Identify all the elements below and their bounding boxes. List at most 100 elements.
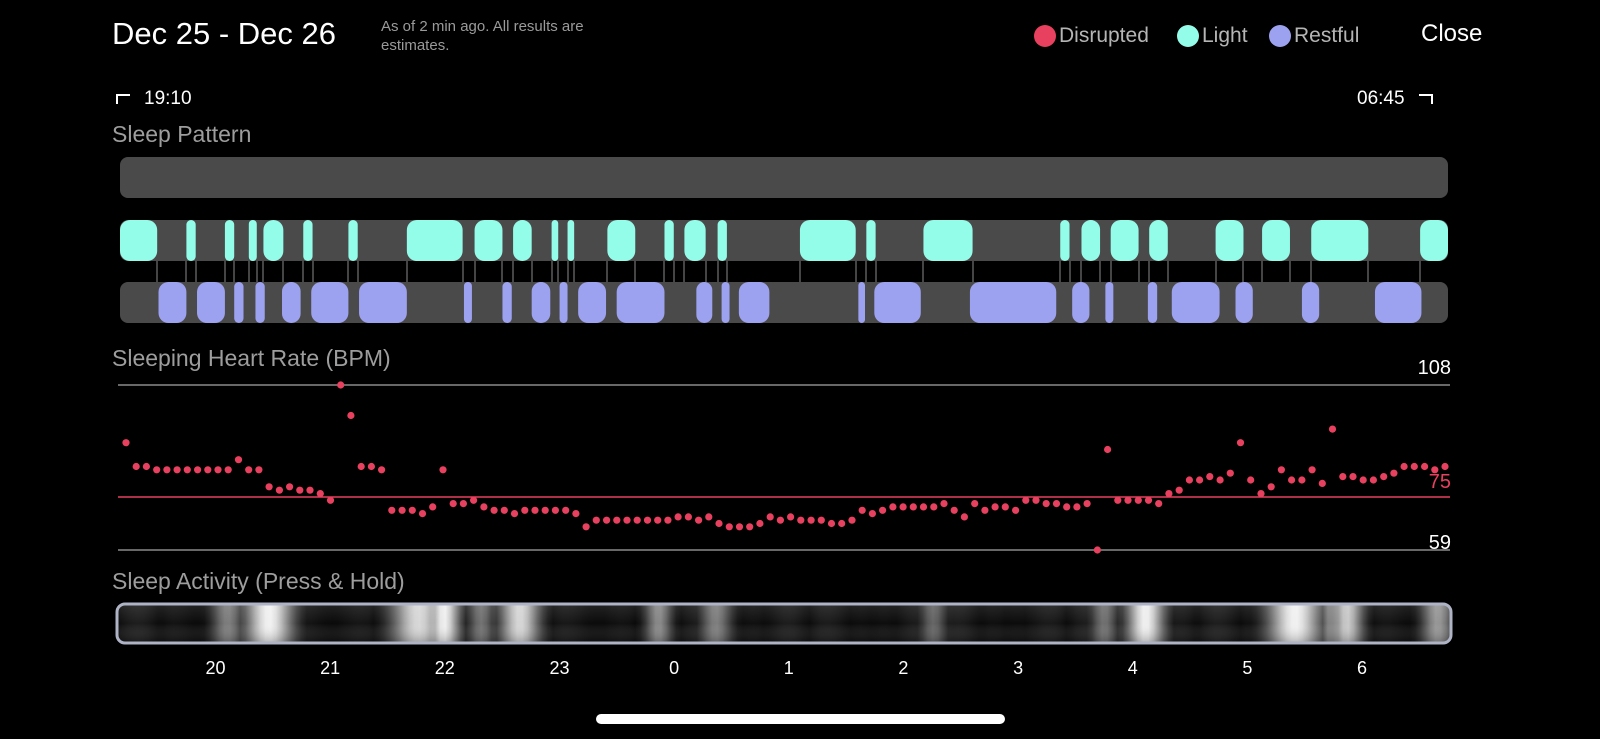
heart-rate-point <box>1298 476 1306 484</box>
heart-rate-point <box>367 462 375 471</box>
heart-rate-point <box>1257 490 1265 498</box>
light-segment <box>1420 220 1448 261</box>
heart-rate-point <box>1155 500 1163 508</box>
heart-rate-point <box>930 503 938 511</box>
heart-rate-point <box>725 523 733 531</box>
restful-segment <box>858 282 866 323</box>
heart-rate-point <box>1083 500 1091 508</box>
light-segment <box>1215 220 1244 261</box>
light-segment <box>303 220 313 261</box>
end-bracket-icon <box>1418 93 1433 104</box>
heart-rate-point <box>695 516 703 524</box>
heart-rate-point <box>1421 462 1429 471</box>
heart-rate-point <box>1012 506 1020 514</box>
heart-rate-point <box>490 506 498 514</box>
restful-segment <box>197 282 225 323</box>
restful-segment <box>874 282 921 323</box>
heart-rate-point <box>521 506 529 514</box>
heart-rate-point <box>173 466 181 474</box>
restful-segment <box>502 282 512 323</box>
heart-rate-point <box>613 516 621 524</box>
x-tick-label: 4 <box>1128 658 1138 678</box>
x-tick-label: 5 <box>1242 658 1252 678</box>
heart-rate-point <box>674 513 682 521</box>
heart-rate-point <box>1288 476 1296 484</box>
heart-rate-point <box>316 490 324 498</box>
heart-rate-point <box>163 466 171 474</box>
heart-rate-point <box>265 483 273 491</box>
disrupted-track <box>120 157 1448 198</box>
heart-rate-point <box>480 503 488 511</box>
heart-rate-point <box>510 509 519 518</box>
heart-rate-point <box>541 506 549 514</box>
hr-avg-label: 75 <box>1429 471 1451 493</box>
heart-rate-point <box>439 466 447 474</box>
x-tick-label: 21 <box>320 658 340 678</box>
start-time: 19:10 <box>116 88 192 110</box>
heart-rate-point <box>756 519 764 528</box>
heart-rate-point <box>572 509 580 518</box>
restful-segment <box>721 282 730 323</box>
light-segment <box>120 220 158 261</box>
restful-segment <box>463 282 472 323</box>
heart-rate-point <box>715 519 723 528</box>
heart-rate-point <box>378 466 386 474</box>
activity-bar-shine <box>117 604 1451 643</box>
restful-segment <box>1072 282 1090 323</box>
restful-segment <box>1235 282 1253 323</box>
heart-rate-point <box>1206 473 1214 481</box>
heart-rate-point <box>848 516 856 524</box>
heart-rate-point <box>940 500 948 508</box>
heart-rate-point <box>827 519 836 528</box>
home-indicator[interactable] <box>596 714 1005 724</box>
restful-segment <box>969 282 1057 323</box>
heart-rate-point <box>797 516 805 524</box>
heart-rate-point <box>889 503 897 511</box>
restful-segment <box>255 282 265 323</box>
heart-rate-point <box>1380 473 1388 481</box>
heart-rate-point <box>245 466 253 474</box>
light-segment <box>406 220 463 261</box>
heart-rate-point <box>664 516 672 524</box>
heart-rate-point <box>1114 496 1122 504</box>
light-segment <box>513 220 532 261</box>
start-bracket-icon <box>116 93 130 104</box>
heart-rate-point <box>1216 476 1224 484</box>
heart-rate-point <box>858 506 866 514</box>
heart-rate-point <box>1359 476 1367 484</box>
heart-rate-point <box>909 503 917 511</box>
x-tick-label: 0 <box>669 658 679 678</box>
heart-rate-point <box>500 506 508 514</box>
sleep-activity-heading: Sleep Activity (Press & Hold) <box>112 568 405 594</box>
end-time-label: 06:45 <box>1357 88 1405 109</box>
restful-segment <box>559 282 568 323</box>
heart-rate-point <box>1185 476 1193 484</box>
light-segment <box>1149 220 1168 261</box>
light-segment <box>567 220 575 261</box>
heart-rate-point <box>388 506 396 514</box>
close-button[interactable]: Close <box>1421 20 1483 47</box>
light-segment <box>263 220 284 261</box>
heart-rate-point <box>142 462 150 471</box>
legend-light-label: Light <box>1202 24 1248 47</box>
restful-segment <box>616 282 665 323</box>
heart-rate-point <box>899 503 907 511</box>
restful-segment <box>282 282 301 323</box>
restful-segment <box>531 282 551 323</box>
disrupted-dot-icon <box>1034 25 1056 47</box>
heart-rate-point <box>1165 490 1173 498</box>
light-segment <box>1081 220 1101 261</box>
heart-rate-point <box>1410 462 1418 471</box>
heart-rate-point <box>1236 439 1245 447</box>
heart-rate-point <box>255 466 263 474</box>
heart-rate-point <box>306 486 314 494</box>
heart-rate-point <box>603 516 611 524</box>
heart-rate-point <box>398 506 406 514</box>
heart-rate-point <box>746 523 754 531</box>
heart-rate-point <box>183 466 191 474</box>
heart-rate-point <box>347 411 355 420</box>
heart-rate-heading: Sleeping Heart Rate (BPM) <box>112 345 391 371</box>
heart-rate-point <box>275 486 283 494</box>
light-segment <box>1311 220 1369 261</box>
